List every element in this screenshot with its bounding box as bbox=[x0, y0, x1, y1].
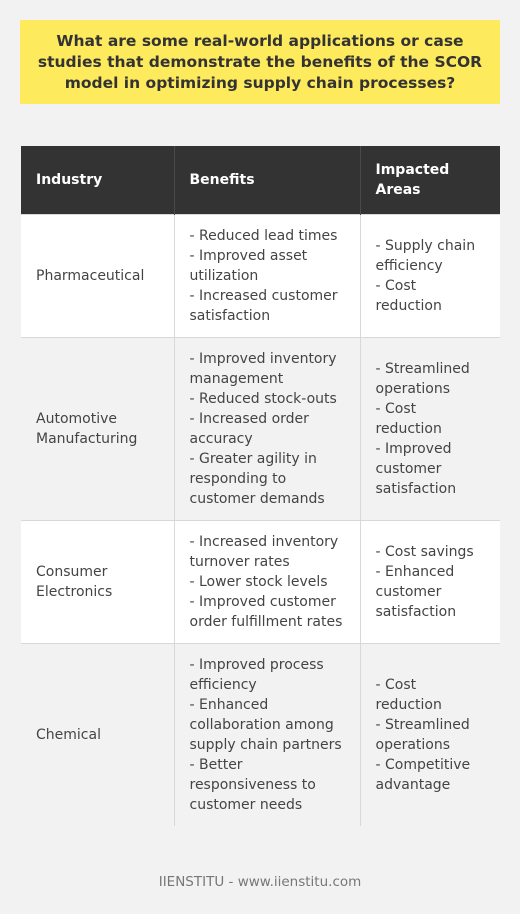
benefit-item: - Lower stock levels bbox=[189, 573, 328, 590]
header-industry: Industry bbox=[21, 146, 174, 214]
impacted-area-item: - Improved customer satisfaction bbox=[375, 440, 457, 497]
industry-cell: Chemical bbox=[21, 642, 174, 826]
table-row: Automotive Manufacturing - Improved inven… bbox=[21, 336, 500, 520]
industry-cell: Consumer Electronics bbox=[21, 519, 174, 643]
impacted-areas-cell: - Cost savings - Enhanced customer satisf… bbox=[359, 519, 500, 643]
benefit-item: - Greater agility in responding to custo… bbox=[189, 450, 325, 507]
benefits-cell: - Improved process efficiency - Enhanced … bbox=[173, 642, 360, 826]
impacted-area-item: - Cost reduction bbox=[375, 676, 442, 713]
benefit-item: - Better responsiveness to customer need… bbox=[189, 756, 316, 813]
impacted-areas-cell: - Supply chain efficiency - Cost reductio… bbox=[359, 213, 500, 337]
table-row: Consumer Electronics - Increased inventor… bbox=[21, 519, 500, 643]
impacted-area-item: - Cost reduction bbox=[375, 277, 442, 314]
impacted-area-item: - Streamlined operations bbox=[375, 360, 470, 397]
benefits-cell: - Increased inventory turnover rates - Lo… bbox=[173, 519, 360, 643]
table-header-row: Industry Benefits Impacted Areas bbox=[21, 146, 500, 214]
industry-cell: Automotive Manufacturing bbox=[21, 336, 174, 520]
benefit-item: - Improved process efficiency bbox=[189, 656, 324, 693]
benefit-item: - Improved inventory management bbox=[189, 350, 337, 387]
impacted-area-item: - Enhanced customer satisfaction bbox=[375, 563, 457, 620]
header-benefits: Benefits bbox=[173, 146, 360, 214]
benefit-item: - Increased order accuracy bbox=[189, 410, 309, 447]
impacted-area-item: - Cost reduction bbox=[375, 400, 442, 437]
benefit-item: - Improved asset utilization bbox=[189, 247, 308, 284]
impacted-area-item: - Cost savings bbox=[375, 543, 474, 560]
table-row: Chemical - Improved process efficiency - E… bbox=[21, 642, 500, 826]
title-banner: What are some real-world applications or… bbox=[20, 20, 500, 104]
benefits-cell: - Reduced lead times - Improved asset uti… bbox=[173, 213, 360, 337]
footer-credit: IIENSTITU - www.iienstitu.com bbox=[158, 874, 362, 890]
industry-cell: Pharmaceutical bbox=[21, 213, 174, 337]
impacted-area-item: - Streamlined operations bbox=[375, 716, 470, 753]
benefit-item: - Reduced stock-outs bbox=[189, 390, 337, 407]
table-row: Pharmaceutical - Reduced lead times - Impr… bbox=[21, 213, 500, 337]
benefits-cell: - Improved inventory management - Reduced… bbox=[173, 336, 360, 520]
header-impacted-areas: Impacted Areas bbox=[359, 146, 500, 214]
page-title: What are some real-world applications or… bbox=[37, 31, 483, 92]
benefit-item: - Enhanced collaboration among supply ch… bbox=[189, 696, 342, 753]
benefit-item: - Reduced lead times bbox=[189, 227, 338, 244]
benefit-item: - Increased customer satisfaction bbox=[189, 287, 338, 324]
impacted-areas-cell: - Streamlined operations - Cost reduction… bbox=[359, 336, 500, 520]
benefit-item: - Improved customer order fulfillment ra… bbox=[189, 593, 343, 630]
benefit-item: - Increased inventory turnover rates bbox=[189, 533, 339, 570]
impacted-areas-cell: - Cost reduction - Streamlined operations… bbox=[359, 642, 500, 826]
impacted-area-item: - Supply chain efficiency bbox=[375, 237, 476, 274]
impacted-area-item: - Competitive advantage bbox=[375, 756, 471, 793]
scor-case-table: Industry Benefits Impacted Areas Pharmac… bbox=[21, 146, 500, 826]
